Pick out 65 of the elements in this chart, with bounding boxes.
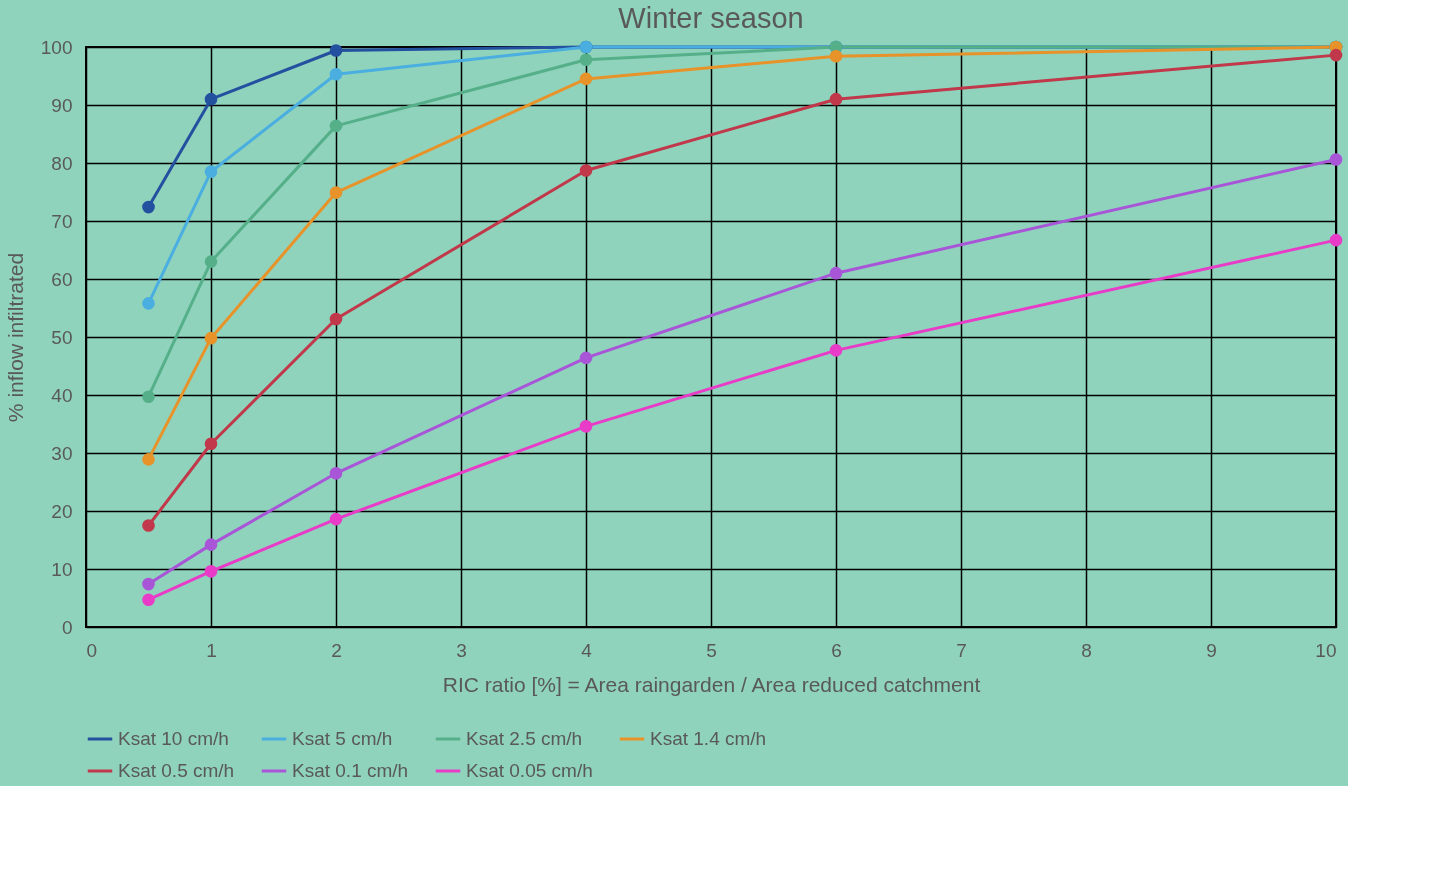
y-axis-title: % inflow infiltrated — [3, 252, 27, 423]
y-tick-label: 80 — [51, 152, 73, 174]
y-tick-label: 70 — [51, 210, 73, 232]
point — [579, 351, 593, 365]
legend-label: Ksat 10 cm/h — [118, 728, 229, 749]
x-tick-label: 6 — [831, 639, 842, 661]
point — [329, 186, 343, 199]
point — [829, 92, 843, 106]
y-tick-label: 0 — [61, 616, 73, 638]
point — [142, 390, 155, 404]
legend-label: Ksat 1.4 cm/h — [650, 728, 767, 749]
legend-label: Ksat 5 cm/h — [292, 728, 393, 749]
y-tick-label: 20 — [51, 500, 73, 522]
point — [204, 538, 218, 551]
point — [204, 92, 218, 106]
point — [579, 420, 593, 433]
y-tick-label: 60 — [51, 268, 73, 290]
point — [579, 53, 593, 67]
x-tick-label: 7 — [956, 639, 967, 661]
point — [142, 593, 155, 607]
x-tick-label: 3 — [456, 639, 467, 661]
y-tick-label: 40 — [51, 384, 73, 406]
point — [204, 437, 218, 451]
y-tick-label: 90 — [51, 94, 73, 116]
x-tick-label: 2 — [331, 639, 342, 661]
point — [204, 165, 218, 179]
point — [1329, 48, 1343, 62]
point — [329, 67, 343, 81]
point — [142, 453, 155, 466]
point — [204, 255, 218, 268]
point — [204, 565, 218, 578]
point — [829, 266, 843, 280]
point — [829, 344, 843, 357]
legend-label: Ksat 0.1 cm/h — [292, 760, 409, 781]
legend-label: Ksat 2.5 cm/h — [466, 728, 583, 749]
point — [142, 577, 155, 591]
x-tick-label: 4 — [581, 639, 593, 661]
y-tick-label: 10 — [51, 558, 73, 580]
point — [329, 512, 343, 526]
point — [579, 164, 593, 177]
y-tick-label: 100 — [40, 36, 73, 58]
point — [1329, 233, 1343, 247]
legend-label: Ksat 0.5 cm/h — [118, 760, 235, 781]
point — [204, 331, 218, 345]
point — [329, 466, 343, 480]
x-axis-title: RIC ratio [%] = Area raingarden / Area reduced catchment — [442, 672, 981, 696]
x-tick-label: 5 — [706, 639, 717, 661]
y-tick-label: 30 — [51, 442, 73, 464]
point — [142, 297, 155, 310]
x-tick-label: 1 — [206, 639, 217, 661]
x-tick-label: 0 — [86, 639, 98, 661]
point — [829, 49, 843, 63]
point — [329, 312, 343, 326]
x-tick-label: 9 — [1206, 639, 1217, 661]
point — [1329, 153, 1343, 166]
point — [142, 200, 155, 214]
point — [329, 119, 343, 133]
chart-title: Winter season — [618, 2, 804, 34]
y-tick-label: 50 — [51, 326, 73, 348]
x-tick-label: 10 — [1315, 639, 1337, 661]
x-tick-label: 8 — [1081, 639, 1092, 661]
point — [142, 519, 155, 532]
legend-label: Ksat 0.05 cm/h — [466, 760, 593, 781]
point — [579, 72, 593, 86]
point — [329, 44, 343, 57]
